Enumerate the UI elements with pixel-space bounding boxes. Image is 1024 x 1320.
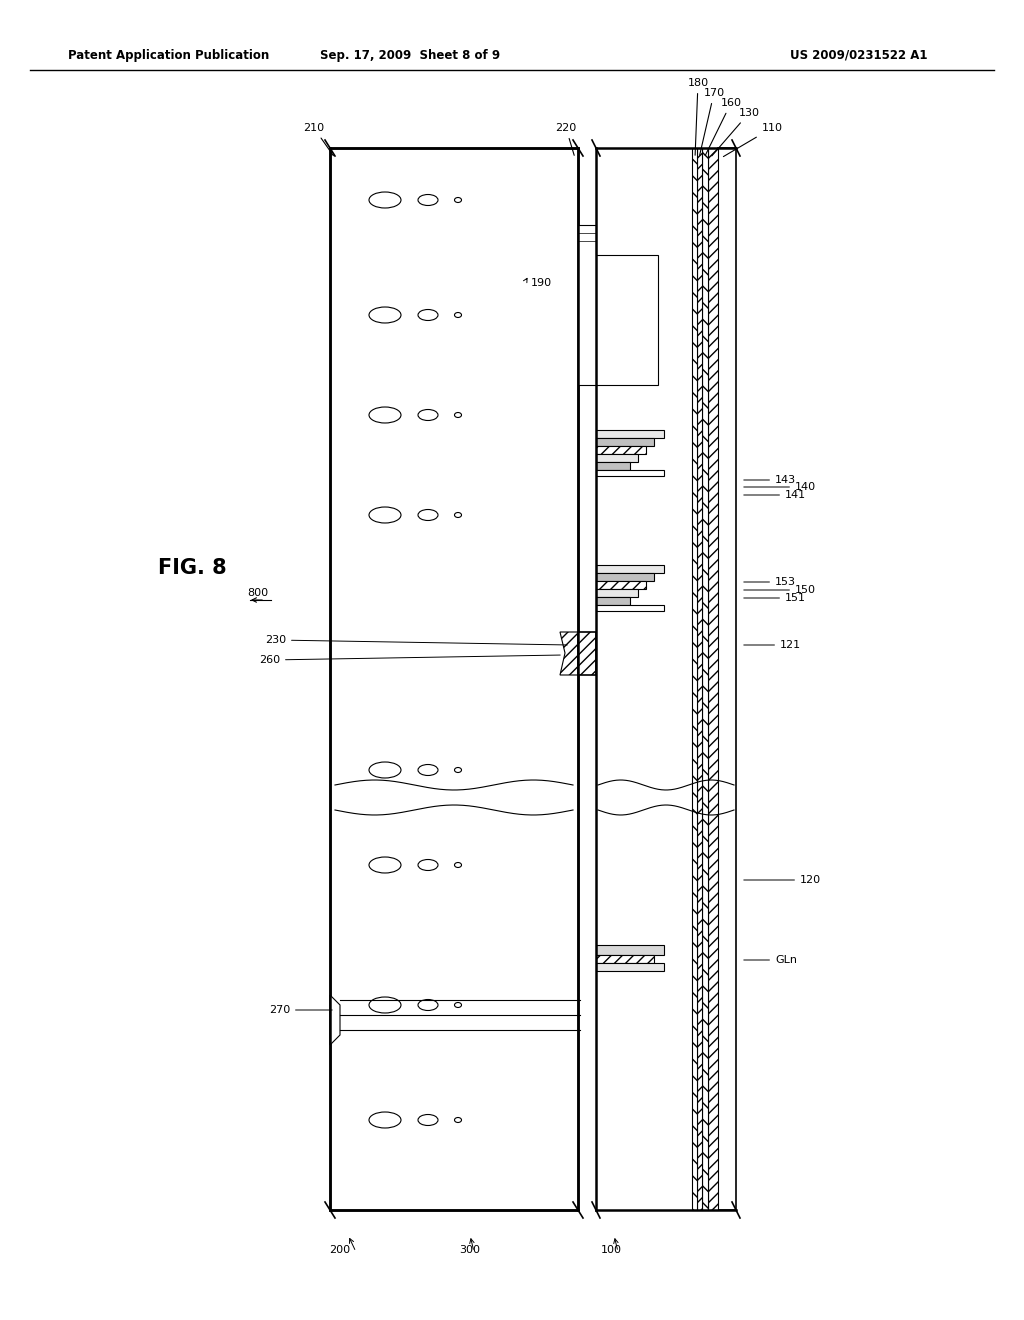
Text: 143: 143 (743, 475, 796, 484)
Text: 130: 130 (712, 108, 760, 156)
Ellipse shape (369, 1111, 401, 1129)
Polygon shape (596, 454, 638, 462)
Text: 190: 190 (531, 279, 552, 288)
Ellipse shape (369, 407, 401, 422)
Polygon shape (560, 632, 578, 675)
Text: Sep. 17, 2009  Sheet 8 of 9: Sep. 17, 2009 Sheet 8 of 9 (319, 49, 500, 62)
Polygon shape (596, 470, 664, 477)
Polygon shape (596, 581, 646, 589)
Polygon shape (596, 573, 654, 581)
Polygon shape (596, 446, 646, 454)
Ellipse shape (369, 507, 401, 523)
Text: Patent Application Publication: Patent Application Publication (68, 49, 269, 62)
Polygon shape (596, 438, 654, 446)
Polygon shape (596, 462, 630, 470)
Text: 230: 230 (265, 635, 567, 645)
Polygon shape (330, 148, 578, 1210)
Text: 160: 160 (706, 98, 741, 156)
Polygon shape (578, 632, 596, 675)
Polygon shape (596, 589, 638, 597)
Text: 800: 800 (247, 587, 268, 598)
Text: 100: 100 (600, 1245, 622, 1255)
Polygon shape (330, 995, 340, 1045)
Text: 170: 170 (699, 88, 725, 156)
Ellipse shape (418, 309, 438, 321)
Text: 200: 200 (330, 1245, 350, 1255)
Text: 180: 180 (687, 78, 709, 156)
Text: GLn: GLn (743, 954, 797, 965)
Ellipse shape (369, 308, 401, 323)
Ellipse shape (369, 191, 401, 209)
Ellipse shape (369, 857, 401, 873)
Text: 150: 150 (743, 585, 816, 595)
Text: 141: 141 (743, 490, 806, 500)
Polygon shape (596, 565, 664, 573)
Text: 121: 121 (743, 640, 801, 649)
Polygon shape (718, 148, 736, 1210)
Ellipse shape (418, 859, 438, 870)
Ellipse shape (455, 767, 462, 772)
Ellipse shape (418, 999, 438, 1011)
Polygon shape (596, 605, 664, 611)
Text: 120: 120 (743, 875, 821, 884)
Text: 260: 260 (259, 655, 560, 665)
Text: FIG. 8: FIG. 8 (158, 558, 226, 578)
Ellipse shape (369, 997, 401, 1012)
Ellipse shape (418, 1114, 438, 1126)
Ellipse shape (418, 194, 438, 206)
Polygon shape (596, 430, 664, 438)
Ellipse shape (455, 313, 462, 318)
Ellipse shape (369, 762, 401, 777)
Ellipse shape (418, 409, 438, 421)
Polygon shape (596, 964, 664, 972)
Polygon shape (708, 148, 718, 1210)
Polygon shape (702, 148, 708, 1210)
Text: 220: 220 (555, 123, 577, 156)
Ellipse shape (455, 1118, 462, 1122)
Polygon shape (692, 148, 697, 1210)
Text: 153: 153 (743, 577, 796, 587)
Text: 140: 140 (743, 482, 816, 492)
Text: 300: 300 (460, 1245, 480, 1255)
Ellipse shape (455, 1002, 462, 1007)
Text: 210: 210 (303, 123, 334, 156)
Text: 270: 270 (268, 1005, 332, 1015)
Polygon shape (596, 597, 630, 605)
Polygon shape (596, 945, 664, 954)
Ellipse shape (455, 862, 462, 867)
Ellipse shape (418, 764, 438, 776)
Polygon shape (578, 224, 658, 385)
Ellipse shape (418, 510, 438, 520)
Text: 110: 110 (723, 123, 782, 157)
Ellipse shape (455, 198, 462, 202)
Ellipse shape (455, 512, 462, 517)
Text: 151: 151 (743, 593, 806, 603)
Text: US 2009/0231522 A1: US 2009/0231522 A1 (790, 49, 928, 62)
Polygon shape (697, 148, 702, 1210)
Ellipse shape (455, 412, 462, 417)
Polygon shape (596, 954, 654, 964)
